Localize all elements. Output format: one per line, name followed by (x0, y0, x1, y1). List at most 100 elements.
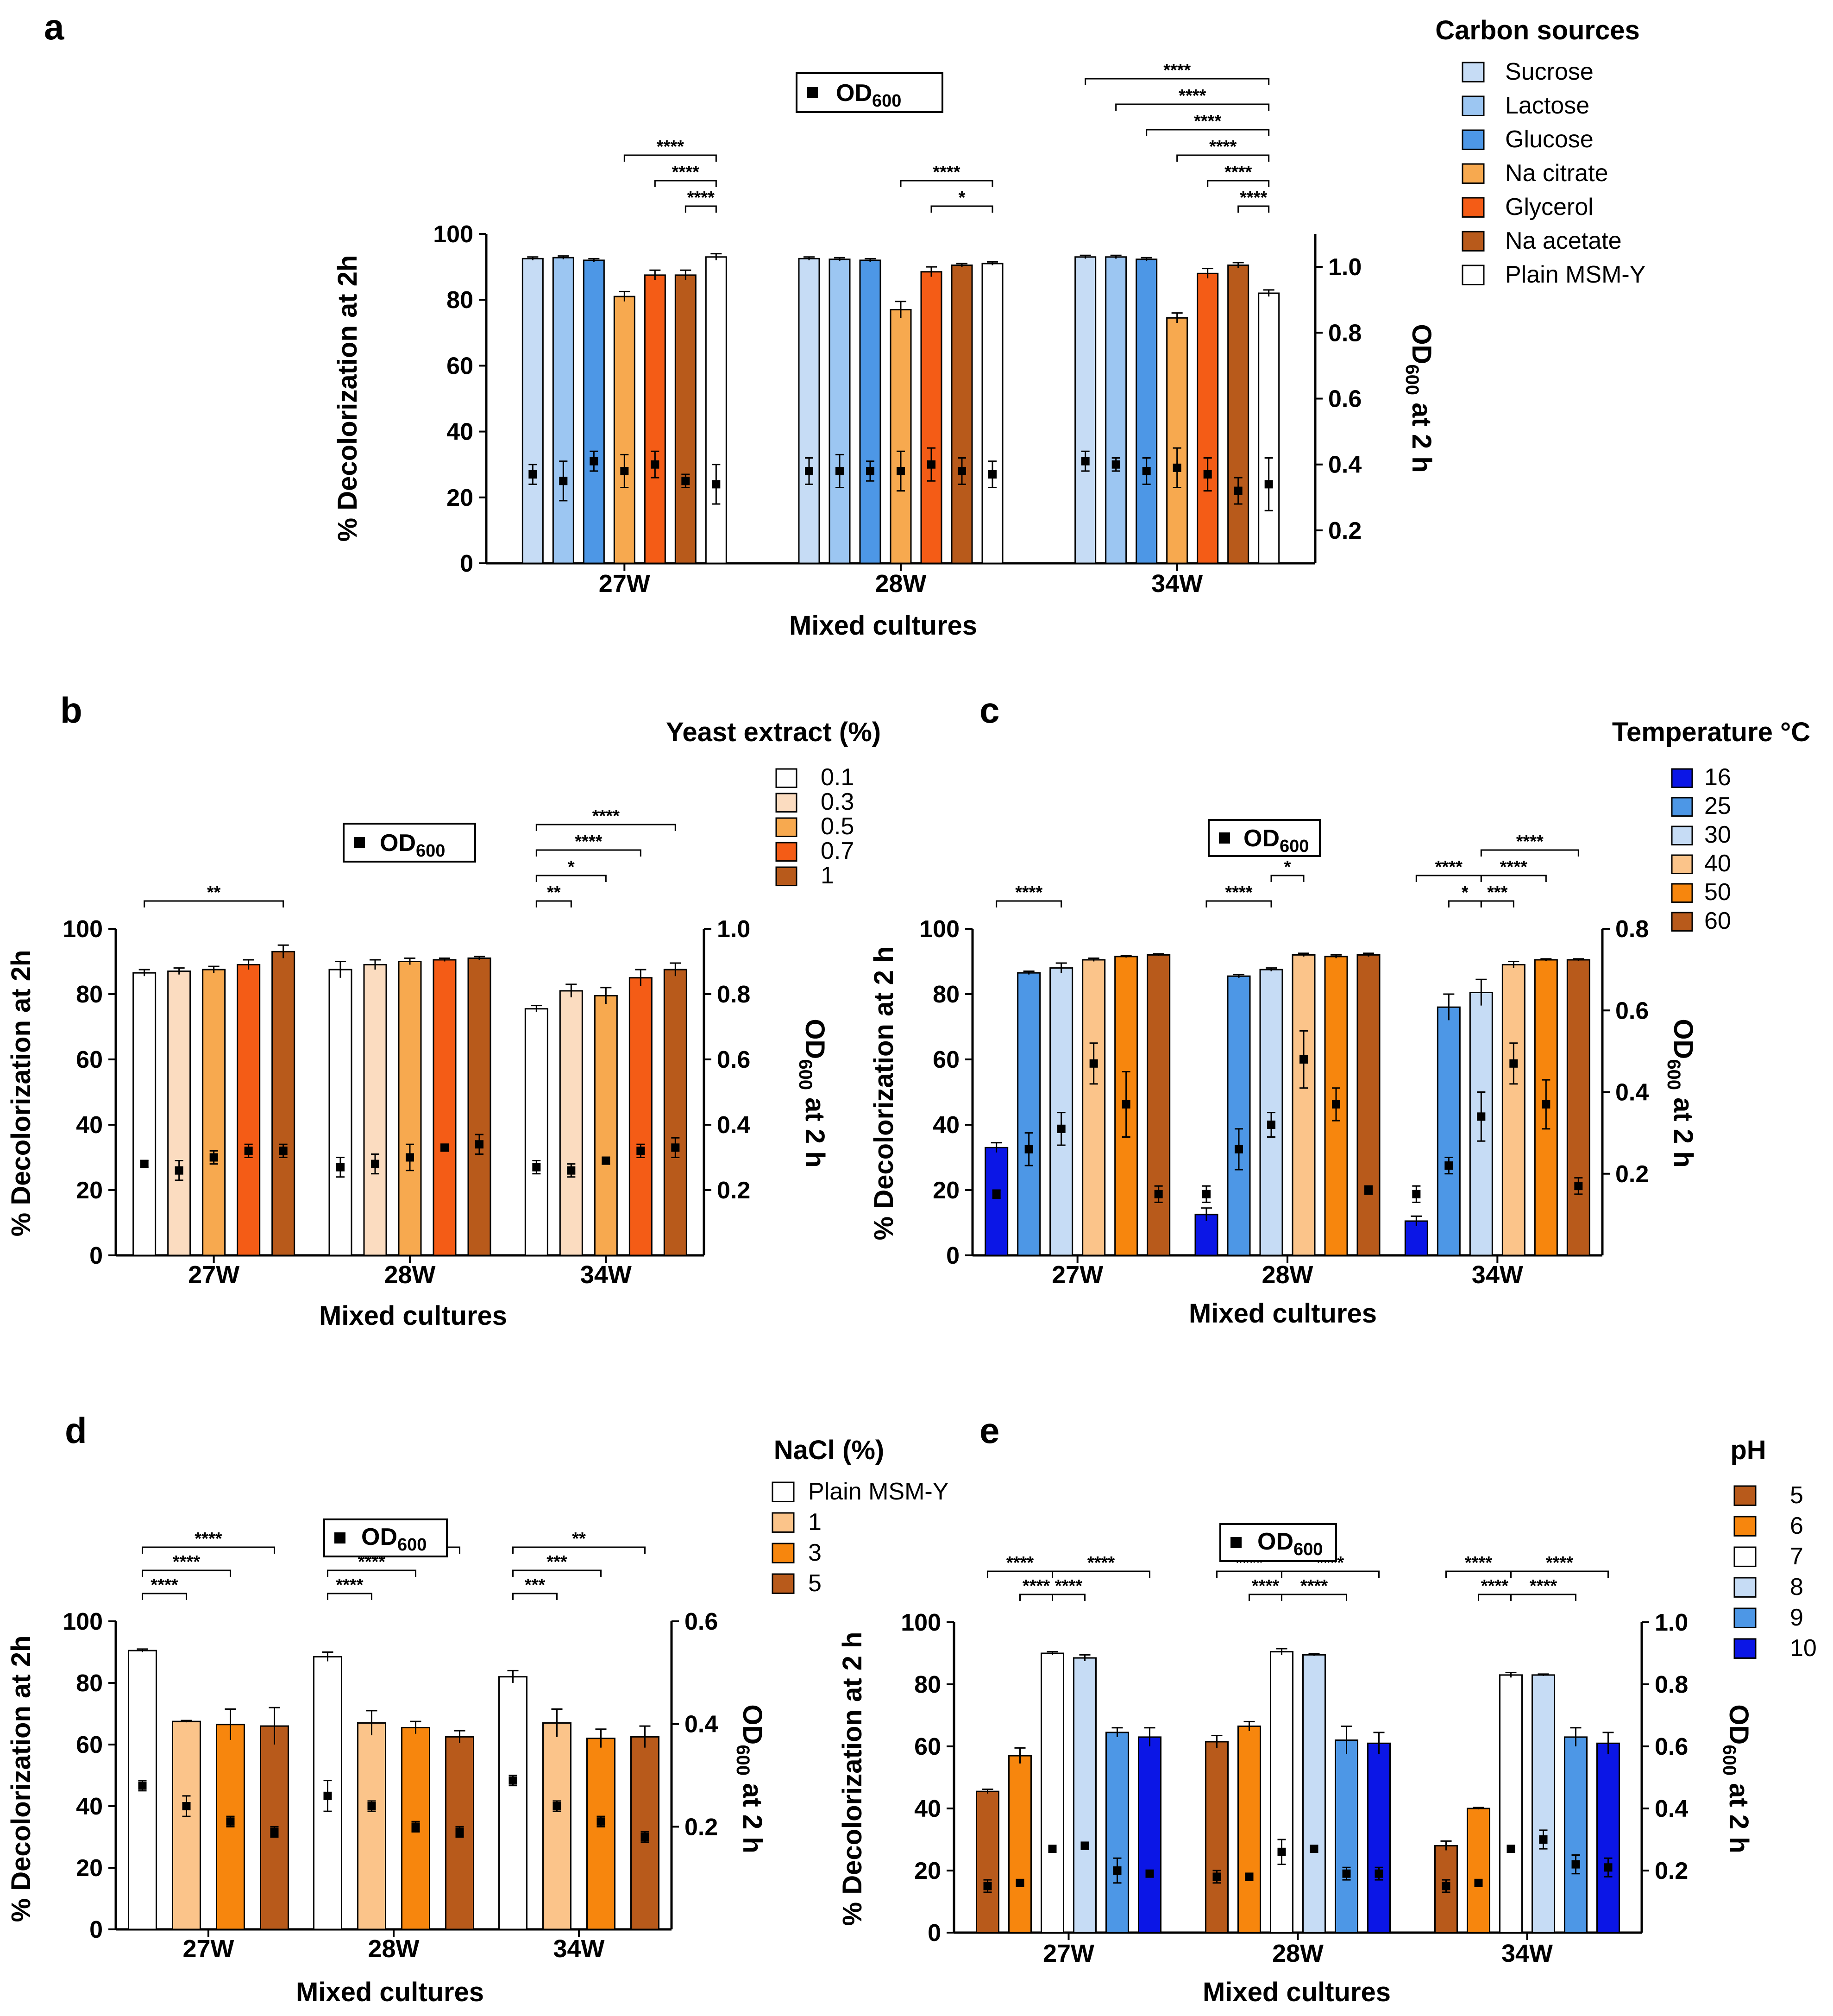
od-point (508, 1776, 517, 1785)
bar (951, 265, 973, 564)
significance-bracket (142, 1593, 187, 1600)
significance-bracket (1270, 875, 1305, 882)
y-axis-title: % Decolorization at 2h (333, 255, 363, 542)
od-point (1057, 1124, 1066, 1133)
y2-tick-label: 0.4 (1655, 1796, 1688, 1822)
y2-tick-label: 0.4 (717, 1112, 750, 1139)
od-point (475, 1140, 483, 1149)
y-tick-label: 100 (63, 1608, 103, 1635)
significance-label: **** (1225, 883, 1252, 902)
significance-bracket (654, 180, 717, 187)
od-legend-main: OD (1257, 1528, 1293, 1555)
bar (1367, 1742, 1391, 1934)
od-point (712, 480, 721, 489)
od-point (1442, 1882, 1450, 1890)
bar (981, 263, 1004, 564)
od-point (138, 1781, 147, 1790)
y-tick-label: 80 (76, 1670, 103, 1697)
od-point (1277, 1847, 1286, 1856)
od-legend-label: OD600 (1243, 825, 1309, 856)
y-tick-label: 20 (76, 1177, 103, 1204)
bar (1008, 1755, 1032, 1934)
bar (1532, 1674, 1555, 1934)
bar (1197, 272, 1219, 564)
legend-label: 5 (808, 1570, 822, 1597)
od-point (1332, 1100, 1340, 1109)
significance-label: **** (1435, 857, 1463, 877)
od-legend-marker (1219, 832, 1230, 844)
y2-title-tail: at 2 h (1724, 1776, 1754, 1853)
od-point (244, 1147, 253, 1155)
od-point (1264, 480, 1273, 489)
panel-c: c 0 20 40 60 80 100 0.2 0.4 0.6 0.8 27W 28W 34W Mixed … (869, 690, 1810, 1329)
bar (1404, 1220, 1428, 1256)
significance-label: ** (547, 883, 561, 902)
legend-swatch (772, 1481, 795, 1502)
panel-a: a 0 20 40 60 80 100 0.2 0.4 0.6 0.8 1.0 27W 28W 34W Mix… (44, 6, 1645, 641)
bar (559, 990, 583, 1256)
significance-label: **** (1546, 1553, 1573, 1573)
legend-label: 8 (1790, 1574, 1803, 1600)
legend-swatch (1671, 797, 1693, 817)
od-point (1412, 1190, 1421, 1198)
significance-label: * (1462, 883, 1469, 902)
od-legend-main: OD (380, 830, 416, 857)
y2-title-main: OD (737, 1704, 767, 1745)
bar (674, 274, 697, 564)
y-tick-label: 60 (446, 353, 473, 379)
bar (1049, 967, 1073, 1256)
od-legend-marker (807, 87, 818, 98)
legend-label: 9 (1790, 1604, 1803, 1631)
legend-label: 16 (1704, 764, 1731, 791)
od-point (411, 1822, 420, 1831)
y-tick-label: 80 (446, 287, 473, 314)
significance-label: **** (195, 1529, 222, 1549)
od-legend-marker (334, 1532, 345, 1544)
bar (1292, 954, 1316, 1256)
od-point (440, 1143, 449, 1152)
significance-label: **** (1179, 86, 1206, 106)
category-label: 28W (1272, 1940, 1324, 1967)
od-point (1477, 1112, 1486, 1121)
od-point (1212, 1872, 1221, 1881)
legend-swatch (775, 817, 797, 838)
panel-e: e 0 20 40 60 80 100 0.2 0.4 0.6 0.8 1.0 27W 28W 34W Mix… (837, 1410, 1817, 2007)
y2-title-sub: 600 (1719, 1745, 1739, 1776)
significance-bracket (1510, 1570, 1609, 1578)
y-tick-label: 60 (914, 1733, 941, 1760)
od-point (988, 470, 997, 479)
y2-tick-label: 0.4 (684, 1711, 718, 1738)
x-axis-title: Mixed cultures (1203, 1977, 1391, 2007)
significance-label: ** (207, 883, 221, 902)
bar (167, 970, 191, 1256)
bar (1205, 1741, 1229, 1934)
od-point (371, 1159, 379, 1168)
panel-label-b: b (60, 690, 82, 731)
legend-title: Carbon sources (1435, 15, 1640, 45)
bar (859, 259, 881, 564)
significance-label: **** (1006, 1553, 1034, 1573)
bar (1467, 1808, 1490, 1934)
y-tick-label: 40 (914, 1796, 941, 1822)
od-point (620, 466, 629, 475)
od-point (1024, 1145, 1033, 1153)
significance-label: **** (1163, 61, 1191, 80)
y-tick-label: 20 (933, 1177, 960, 1204)
significance-label: **** (1023, 1576, 1050, 1596)
od-point (367, 1802, 376, 1810)
legend-label: Na citrate (1505, 160, 1608, 187)
x-axis-title: Mixed cultures (1189, 1298, 1377, 1329)
od-point (1375, 1869, 1383, 1878)
significance-label: **** (687, 188, 715, 208)
legend-label: Plain MSM-Y (808, 1478, 948, 1505)
bar (1227, 975, 1251, 1256)
y-tick-label: 20 (914, 1858, 941, 1884)
od-point (636, 1147, 645, 1155)
od-legend-main: OD (361, 1524, 397, 1550)
significance-bracket (1281, 1570, 1380, 1578)
y2-tick-label: 0.2 (1328, 517, 1362, 544)
x-axis-title: Mixed cultures (296, 1977, 484, 2007)
legend-swatch (775, 793, 797, 813)
bar (1138, 1736, 1161, 1934)
category-label: 34W (1472, 1261, 1523, 1289)
